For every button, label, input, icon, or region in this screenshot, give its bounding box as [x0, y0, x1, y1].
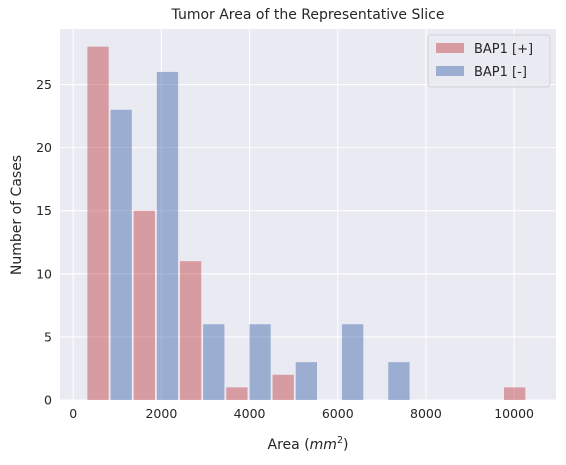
y-axis-label: Number of Cases: [9, 155, 25, 275]
y-tick-label: 10: [36, 266, 52, 281]
bar-bap1-negative: [110, 109, 132, 400]
x-tick-label: 10000: [494, 406, 534, 421]
x-axis-label-suffix: ): [343, 437, 348, 453]
x-tick-label: 4000: [234, 406, 266, 421]
x-axis-label-prefix: Area (: [268, 437, 310, 453]
legend: BAP1 [+] BAP1 [-]: [427, 34, 551, 88]
legend-swatch-bap1-negative: [436, 66, 464, 76]
bar-bap1-positive: [272, 374, 294, 400]
x-tick-label: 8000: [410, 406, 442, 421]
bar-bap1-positive: [133, 210, 155, 400]
bar-bap1-negative: [203, 324, 225, 400]
x-axis-label-math: mm: [310, 437, 337, 453]
x-axis-label-sup: 2: [337, 435, 343, 446]
bar-bap1-positive: [504, 387, 526, 400]
x-axis-label: Area (mm2): [268, 435, 349, 453]
bar-bap1-positive: [87, 46, 109, 401]
x-tick-label: 2000: [145, 406, 177, 421]
y-tick-label: 25: [36, 77, 52, 92]
bar-bap1-positive: [179, 261, 202, 400]
bar-bap1-positive: [226, 387, 248, 400]
x-tick-labels: 0 2000 4000 6000 8000 10000: [69, 406, 534, 421]
bar-bap1-negative: [156, 71, 179, 401]
x-tick-label: 6000: [322, 406, 354, 421]
y-tick-label: 5: [44, 329, 52, 344]
y-tick-label: 15: [36, 203, 52, 218]
bar-bap1-negative: [341, 324, 364, 400]
x-tick-label: 0: [69, 406, 77, 421]
legend-swatch-bap1-positive: [436, 43, 464, 53]
chart-title: Tumor Area of the Representative Slice: [171, 7, 445, 23]
y-tick-label: 20: [36, 140, 52, 155]
legend-label-bap1-positive: BAP1 [+]: [474, 42, 533, 57]
bar-bap1-negative: [295, 362, 317, 400]
legend-label-bap1-negative: BAP1 [-]: [474, 65, 527, 80]
bar-bap1-negative: [388, 362, 410, 400]
bars: [87, 46, 526, 401]
y-tick-label: 0: [44, 393, 52, 408]
bar-bap1-negative: [249, 324, 271, 400]
y-tick-labels: 0 5 10 15 20 25: [36, 77, 52, 407]
